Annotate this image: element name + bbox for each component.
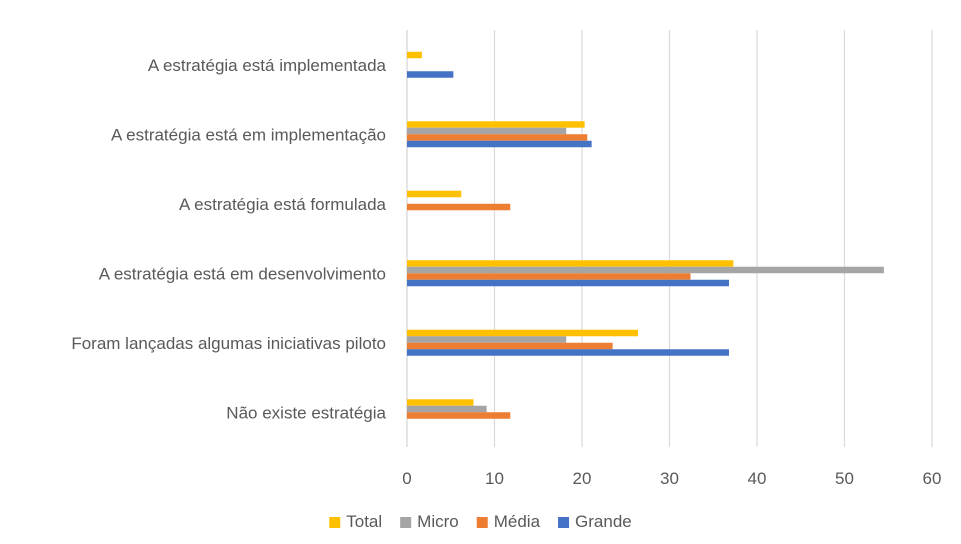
- bar-total-3: [407, 190, 462, 198]
- bar-micro-5: [407, 336, 567, 343]
- bar-grande-1: [407, 71, 454, 78]
- bar-total-1: [407, 51, 422, 59]
- bar-total-2: [407, 121, 585, 128]
- bar-grande-2: [407, 140, 592, 148]
- x-tick-label-20: 20: [573, 469, 592, 488]
- category-label-1: A estratégia está implementada: [148, 56, 387, 75]
- legend-label-total: Total: [346, 512, 382, 531]
- legend-swatch-grande: [558, 517, 570, 528]
- category-label-6: Não existe estratégia: [226, 403, 386, 422]
- bar-grande-4: [407, 279, 729, 287]
- bar-micro-6: [407, 405, 487, 413]
- category-label-4: A estratégia está em desenvolvimento: [99, 264, 386, 283]
- x-tick-label-0: 0: [402, 469, 411, 488]
- category-label-3: A estratégia está formulada: [179, 195, 387, 214]
- x-tick-label-40: 40: [748, 469, 767, 488]
- x-tick-label-10: 10: [485, 469, 504, 488]
- bar-media-4: [407, 273, 691, 280]
- bar-micro-4: [407, 266, 884, 274]
- category-labels: A estratégia está implementada A estratég…: [71, 56, 386, 423]
- x-tick-label-50: 50: [835, 469, 854, 488]
- legend-label-media: Média: [494, 512, 541, 531]
- bar-media-6: [407, 412, 511, 419]
- x-tick-labels: 0 10 20 30 40 50 60: [402, 469, 941, 488]
- bar-micro-2: [407, 127, 567, 135]
- legend-label-micro: Micro: [417, 512, 459, 531]
- bar-total-4: [407, 260, 734, 267]
- legend-swatch-micro: [400, 517, 412, 528]
- bars: [407, 51, 884, 419]
- legend: Total Micro Média Grande: [329, 512, 632, 531]
- bar-grande-5: [407, 349, 729, 356]
- gridlines: [406, 30, 933, 447]
- bar-total-5: [407, 329, 638, 337]
- x-tick-label-30: 30: [660, 469, 679, 488]
- legend-label-grande: Grande: [575, 512, 632, 531]
- bar-media-2: [407, 134, 588, 141]
- category-label-5: Foram lançadas algumas iniciativas pilot…: [71, 334, 386, 353]
- category-label-2: A estratégia está em implementação: [111, 125, 386, 144]
- legend-swatch-total: [329, 517, 341, 528]
- bar-total-6: [407, 399, 474, 406]
- legend-swatch-media: [476, 517, 488, 528]
- x-tick-label-60: 60: [923, 469, 942, 488]
- bar-media-3: [407, 203, 511, 211]
- bar-media-5: [407, 342, 613, 350]
